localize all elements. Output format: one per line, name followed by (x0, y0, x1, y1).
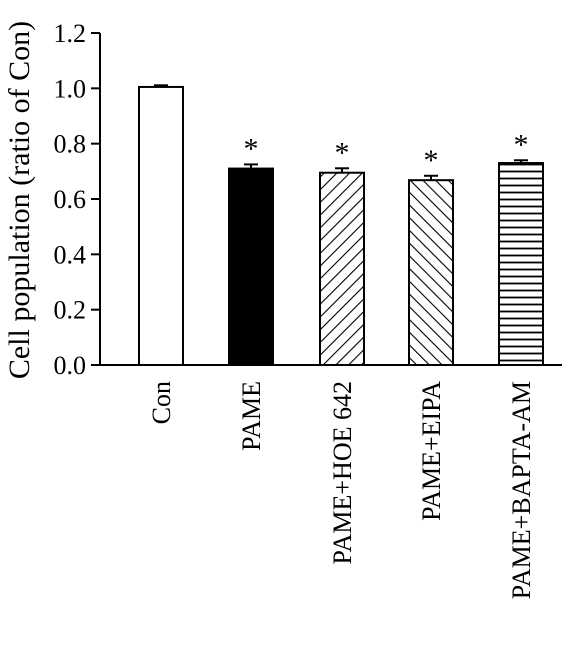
x-category-label: Con (147, 381, 176, 424)
y-tick-label: 1.2 (54, 19, 87, 48)
x-category-label: PAME+EIPA (417, 381, 446, 521)
bar-pame-eipa (408, 179, 454, 366)
bar-pame (228, 167, 274, 366)
x-category-label: PAME+BAPTA-AM (507, 381, 536, 599)
y-tick-label: 0.6 (54, 185, 87, 214)
y-tick-label: 0.0 (54, 351, 87, 380)
y-tick-label: 0.2 (54, 296, 87, 325)
y-axis: 0.0 0.2 0.4 0.6 0.8 1.0 1.2 (54, 19, 101, 380)
x-axis: Con PAME PAME+HOE 642 PAME+EIPA PAME+BAPTA-A… (100, 364, 562, 599)
significance-marker: * (244, 132, 259, 165)
bars-group: * * * * (138, 84, 544, 366)
significance-marker: * (514, 128, 529, 161)
y-axis-label: Cell population (ratio of Con) (3, 21, 36, 379)
significance-marker: * (335, 136, 350, 169)
x-category-label: PAME+HOE 642 (328, 381, 357, 564)
y-tick-label: 1.0 (54, 74, 87, 103)
y-tick-label: 0.8 (54, 130, 87, 159)
bar-pame-hoe-642 (319, 171, 365, 366)
bar-con (138, 85, 184, 366)
x-category-label: PAME (237, 381, 266, 451)
significance-marker: * (424, 144, 439, 177)
bar-pame-bapta-am (498, 162, 544, 366)
y-tick-label: 0.4 (54, 240, 87, 269)
